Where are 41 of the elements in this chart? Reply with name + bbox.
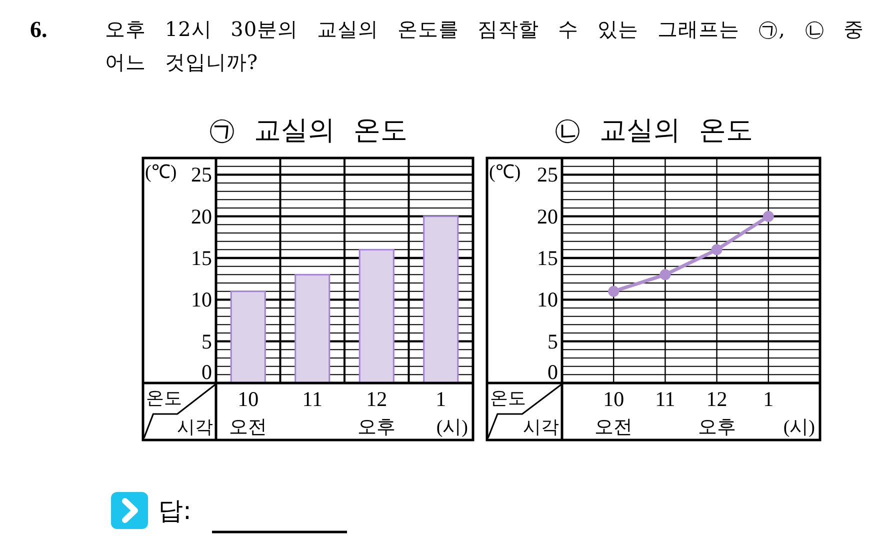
y-tick-label: 20 [191,204,212,228]
text: 온도 [146,388,182,408]
bar [423,216,459,384]
y-tick-label: 10 [537,288,558,312]
y-tick-label: 0 [548,360,558,384]
chart-title: ㉠ 교실의 온도 [208,114,408,146]
bar [294,274,330,384]
x-tick-label: 10 오전 [229,387,268,438]
y-tick-label: 15 [191,246,212,270]
point [660,269,671,280]
y-tick-label: 25 [537,162,558,187]
x-tick-label: 12 오후 [358,387,396,438]
text: 시각 [177,417,213,437]
x-tick-label: 1 [436,387,446,411]
point [608,286,620,297]
point [711,244,722,256]
y-axis-title: (℃) [145,162,177,182]
y-tick-label: 15 [537,246,558,270]
x-tick-label: 11 [655,387,676,411]
text: 시각 [523,417,559,437]
y-tick-label: 5 [202,329,212,354]
text: 답: [158,496,192,524]
y-tick-label: 25 [191,162,212,187]
text: 온도 [490,388,526,408]
x-axis-title: (시) [436,416,468,438]
text: 오후 12시 30분의 교실의 온도를 짐작할 수 있는 그래프는 ㉠, ㉡ 중 어느 것입니까? [105,16,866,76]
x-axis-title: (시) [783,416,815,438]
text: 6. [30,16,48,44]
x-tick-label: 10 오전 [594,387,633,438]
bar [230,290,266,384]
x-tick-label: 1 [763,387,774,411]
y-tick-label: 5 [548,329,558,354]
x-tick-label: 12 오후 [698,387,736,438]
chart-title: ㉡ 교실의 온도 [554,114,754,146]
y-axis-title: (℃) [489,162,521,182]
y-tick-label: 10 [191,288,212,312]
y-tick-label: 0 [202,360,212,384]
point [762,210,774,222]
bar [358,248,394,384]
x-tick-label: 11 [302,387,322,411]
y-tick-label: 20 [537,204,558,228]
